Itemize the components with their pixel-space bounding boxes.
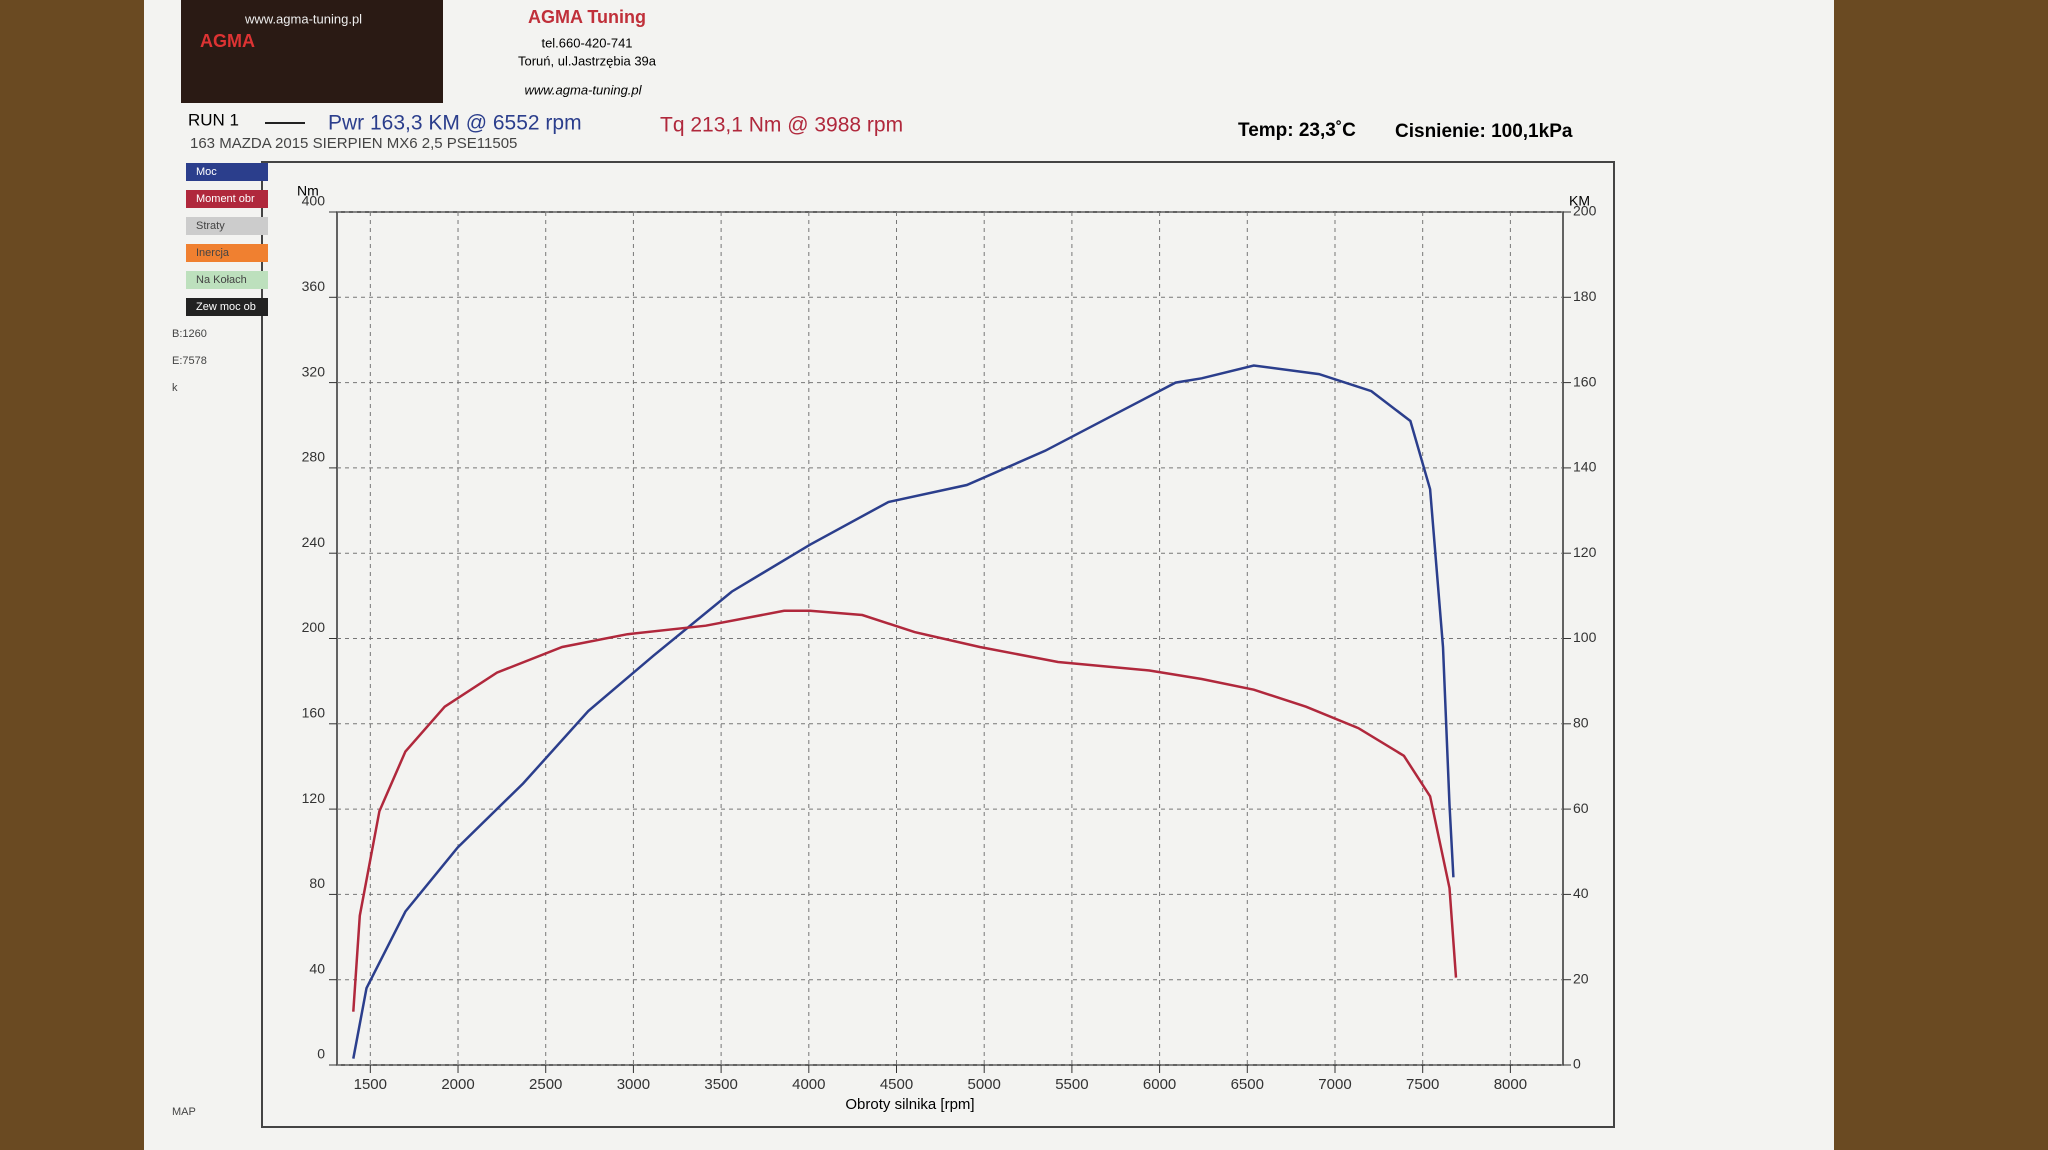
x-tick-label: 6500 (1231, 1076, 1264, 1093)
x-tick-label: 3000 (617, 1076, 650, 1093)
series-line (352, 609, 1458, 1012)
x-axis-title: Obroty silnika [rpm] (845, 1096, 974, 1113)
x-tick-label: 4500 (880, 1076, 913, 1093)
x-tick-label: 7500 (1406, 1076, 1439, 1093)
y2-tick-label: 120 (1573, 544, 1597, 560)
paper (144, 0, 1834, 1150)
address: Toruń, ul.Jastrzębia 39a (518, 53, 657, 68)
y-tick-label: 320 (302, 363, 326, 379)
y2-tick-label: 160 (1573, 373, 1597, 389)
y-axis-title: Nm (297, 183, 319, 199)
y-tick-label: 360 (302, 278, 326, 294)
y2-tick-label: 20 (1573, 970, 1589, 986)
y2-tick-label: 200 (1573, 203, 1597, 219)
logo-text: AGMA (200, 31, 255, 51)
x-tick-label: 3500 (704, 1076, 737, 1093)
x-tick-label: 8000 (1494, 1076, 1527, 1093)
panel-label: Na Kołach (196, 274, 247, 286)
company: AGMA Tuning (528, 7, 646, 27)
logo-url: www.agma-tuning.pl (244, 11, 362, 26)
y2-tick-label: 180 (1573, 288, 1597, 304)
panel-label: k (172, 382, 178, 394)
y2-tick-label: 40 (1573, 885, 1589, 901)
panel-label: E:7578 (172, 355, 207, 367)
x-tick-label: 5000 (968, 1076, 1001, 1093)
torque-summary: Tq 213,1 Nm @ 3988 rpm (660, 114, 903, 137)
panel-label: MAP (172, 1106, 196, 1118)
panel-label: B:1260 (172, 328, 207, 340)
x-tick-label: 4000 (792, 1076, 825, 1093)
x-tick-label: 1500 (354, 1076, 387, 1093)
y-tick-label: 280 (302, 449, 326, 465)
website: www.agma-tuning.pl (524, 82, 642, 97)
chart-frame (261, 161, 1615, 1128)
logo (181, 0, 443, 103)
pressure: Cisnienie: 100,1kPa (1395, 121, 1573, 142)
temp: Temp: 23,3˚C (1238, 120, 1356, 141)
y-tick-label: 120 (302, 790, 326, 806)
panel-swatch (186, 244, 268, 262)
panel-label: Inercja (196, 247, 230, 259)
legend-swatch (186, 190, 268, 208)
x-tick-label: 5500 (1055, 1076, 1088, 1093)
subtitle: 163 MAZDA 2015 SIERPIEN MX6 2,5 PSE11505 (190, 135, 517, 152)
y2-tick-label: 0 (1573, 1056, 1581, 1072)
y-tick-label: 400 (302, 193, 326, 209)
y2-tick-label: 140 (1573, 459, 1597, 475)
panel-swatch (186, 298, 268, 316)
panel-swatch (186, 271, 268, 289)
power-summary: Pwr 163,3 KM @ 6552 rpm (328, 112, 582, 135)
y2-axis-title: KM (1569, 193, 1590, 209)
x-tick-label: 2500 (529, 1076, 562, 1093)
series-line (352, 364, 1455, 1059)
y-tick-label: 0 (317, 1046, 325, 1062)
y-tick-label: 80 (309, 875, 325, 891)
y-tick-label: 200 (302, 619, 326, 635)
panel-label: Zew moc ob (196, 301, 256, 313)
legend-swatch (186, 163, 268, 181)
run-label: RUN 1 (188, 110, 239, 129)
y-tick-label: 160 (302, 705, 326, 721)
legend-label: Moment obr (196, 193, 255, 205)
panel-swatch (186, 217, 268, 235)
x-tick-label: 7000 (1318, 1076, 1351, 1093)
y-tick-label: 40 (309, 960, 325, 976)
y-tick-label: 240 (302, 534, 326, 550)
y2-tick-label: 60 (1573, 800, 1589, 816)
y2-tick-label: 100 (1573, 629, 1597, 645)
y2-tick-label: 80 (1573, 715, 1589, 731)
x-tick-label: 2000 (441, 1076, 474, 1093)
panel-label: Straty (196, 220, 225, 232)
phone: tel.660-420-741 (541, 35, 632, 50)
x-tick-label: 6000 (1143, 1076, 1176, 1093)
legend-label: Moc (196, 166, 217, 178)
